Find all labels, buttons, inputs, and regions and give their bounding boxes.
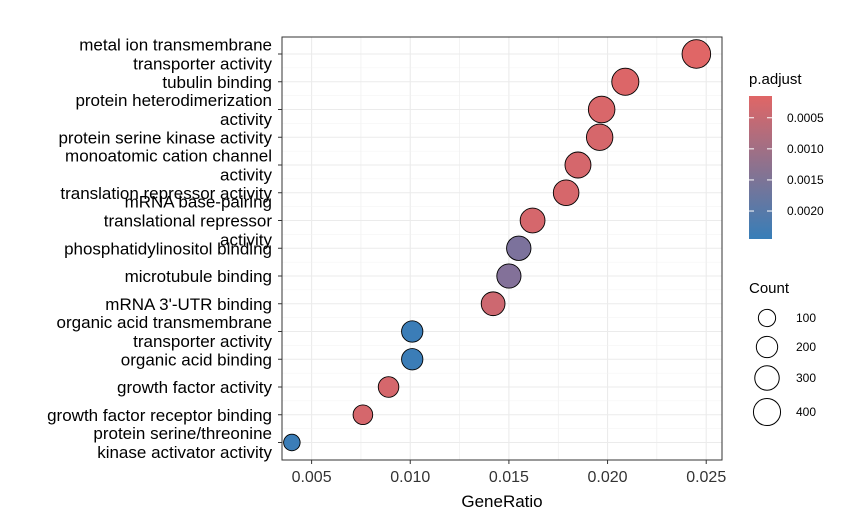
data-point: [519, 207, 546, 234]
y-tick-label: microtubule binding: [125, 267, 272, 286]
y-tick-label: mRNA base-pairing translational repressor…: [104, 193, 273, 250]
data-point: [585, 123, 614, 151]
data-point: [564, 151, 592, 179]
count-legend-label: 200: [796, 340, 816, 354]
y-tick-label-line: organic acid transmembrane: [57, 313, 272, 332]
y-tick-label: monoatomic cation channel activity: [65, 147, 272, 185]
y-tick-label-line: growth factor activity: [117, 378, 272, 397]
count-legend-label: 100: [796, 311, 816, 325]
p-adjust-legend: p.adjust 0.0005 0.0010 0.0015 0.0020: [749, 71, 824, 239]
y-tick-label-line: translation repressor activity: [60, 184, 272, 203]
x-axis-title: GeneRatio: [461, 492, 542, 511]
x-tick-label: 0.005: [292, 469, 332, 486]
colorbar-tick-label: 0.0005: [787, 111, 824, 125]
data-point: [506, 235, 532, 261]
data-point: [552, 179, 580, 207]
data-point: [401, 320, 424, 343]
y-tick-label-line: activity: [220, 166, 272, 185]
y-tick-label-line: phosphatidylinositol binding: [64, 239, 272, 258]
y-tick-label: growth factor activity: [117, 378, 272, 397]
y-axis-labels: metal ion transmembrane transporter activ…: [47, 36, 272, 463]
y-tick-label-line: kinase activator activity: [97, 443, 272, 462]
count-legend-title: Count: [749, 280, 790, 297]
y-tick-label-line: tubulin binding: [162, 73, 272, 92]
y-tick-label: mRNA 3'-UTR binding: [105, 295, 272, 314]
y-tick-label-line: metal ion transmembrane: [79, 36, 272, 55]
y-tick-label-line: protein heterodimerization: [75, 91, 272, 110]
x-tick-label: 0.025: [686, 469, 726, 486]
y-tick-label: translation repressor activity: [60, 184, 272, 203]
y-tick-label: protein heterodimerization activity: [75, 91, 272, 129]
x-axis-ticks: 0.005 0.010 0.015 0.020 0.025: [292, 460, 726, 486]
y-tick-label-line: transporter activity: [133, 55, 272, 74]
y-tick-label: organic acid transmembrane transporter ac…: [57, 313, 273, 351]
data-point: [681, 39, 712, 69]
data-point: [496, 263, 522, 289]
y-tick-label: protein serine kinase activity: [58, 128, 272, 147]
x-tick-label: 0.015: [489, 469, 529, 486]
x-tick-label: 0.010: [390, 469, 430, 486]
y-tick-label-line: mRNA base-pairing: [125, 193, 272, 212]
data-point: [352, 404, 374, 426]
count-legend-symbol: [755, 335, 779, 359]
count-legend: Count 100 200 300 400: [749, 280, 816, 427]
x-tick-label: 0.020: [588, 469, 628, 486]
y-tick-label-line: transporter activity: [133, 332, 272, 351]
y-axis-ticks: [278, 53, 282, 443]
y-tick-label-line: monoatomic cation channel: [65, 147, 272, 166]
data-point: [587, 95, 616, 124]
y-tick-label: growth factor receptor binding: [47, 406, 272, 425]
data-points: [283, 39, 712, 452]
p-adjust-colorbar-ticks: 0.0005 0.0010 0.0015 0.0020: [749, 111, 824, 218]
data-point: [377, 376, 400, 398]
grid-lines: [282, 37, 722, 460]
p-adjust-colorbar: [749, 96, 772, 239]
data-point: [401, 348, 424, 371]
count-legend-items: 100 200 300 400: [752, 308, 816, 427]
y-tick-label-line: mRNA 3'-UTR binding: [105, 295, 272, 314]
count-legend-label: 400: [796, 405, 816, 419]
count-legend-symbol: [757, 308, 777, 328]
y-tick-label-line: translational repressor: [104, 212, 273, 231]
data-point: [480, 291, 506, 317]
count-legend-label: 300: [796, 371, 816, 385]
y-tick-label: organic acid binding: [121, 350, 272, 369]
y-tick-label-line: protein serine kinase activity: [58, 128, 272, 147]
p-adjust-legend-title: p.adjust: [749, 71, 802, 88]
y-tick-label-line: activity: [220, 231, 272, 250]
y-tick-label-line: growth factor receptor binding: [47, 406, 272, 425]
y-tick-label: tubulin binding: [162, 73, 272, 92]
colorbar-tick-label: 0.0015: [787, 173, 824, 187]
colorbar-tick-label: 0.0010: [787, 142, 824, 156]
y-tick-label-line: organic acid binding: [121, 350, 272, 369]
data-point: [611, 67, 640, 96]
y-tick-label-line: activity: [220, 110, 272, 129]
y-tick-label: protein serine/threonine kinase activator…: [93, 424, 272, 462]
data-point: [283, 433, 301, 452]
count-legend-symbol: [754, 365, 780, 391]
colorbar-tick-label: 0.0020: [787, 204, 824, 218]
y-tick-label: metal ion transmembrane transporter activ…: [79, 36, 272, 74]
y-tick-label-line: microtubule binding: [125, 267, 272, 286]
count-legend-symbol: [752, 397, 782, 427]
y-tick-label-line: protein serine/threonine: [93, 424, 272, 443]
y-tick-label: phosphatidylinositol binding: [64, 239, 272, 258]
